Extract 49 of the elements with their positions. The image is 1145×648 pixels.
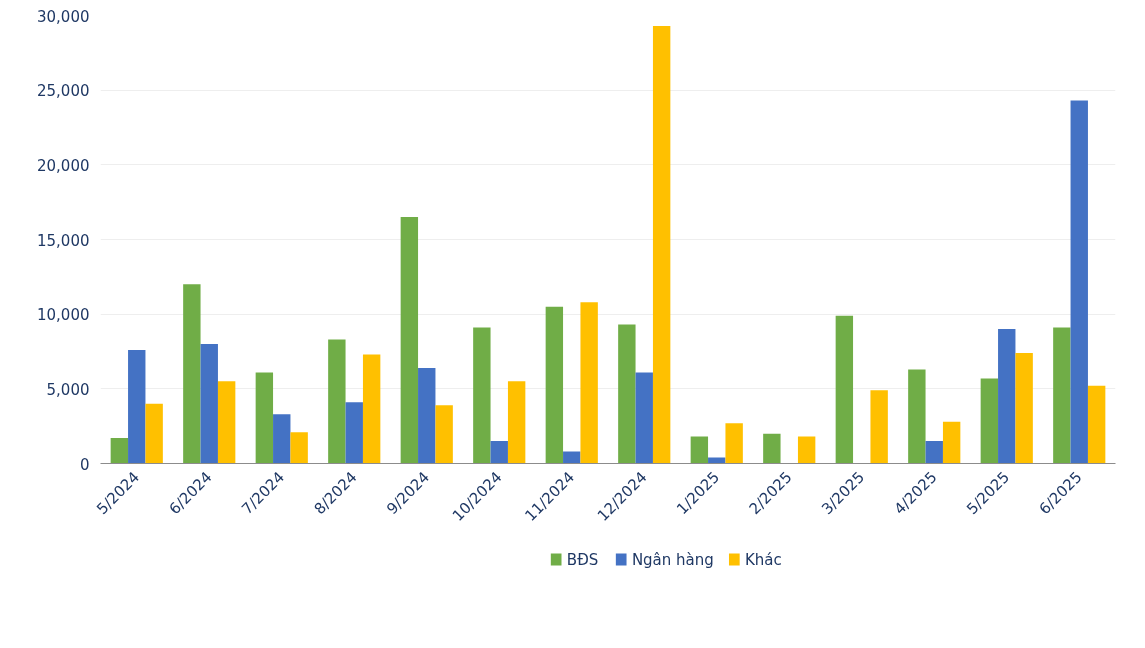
bar xyxy=(1015,352,1033,464)
bar xyxy=(273,414,291,464)
y-tick-label: 30,000 xyxy=(37,7,90,26)
bar xyxy=(635,372,653,464)
bar xyxy=(835,315,854,464)
bar xyxy=(110,438,129,464)
bar xyxy=(400,217,419,464)
bar xyxy=(908,369,926,464)
bar xyxy=(942,421,961,464)
bar xyxy=(345,402,363,464)
bar xyxy=(725,423,743,464)
bar xyxy=(563,451,581,464)
y-tick-label: 0 xyxy=(79,455,90,474)
bar xyxy=(507,381,526,464)
bar xyxy=(1053,327,1071,464)
bar xyxy=(998,329,1016,464)
y-tick-label: 10,000 xyxy=(37,306,90,325)
bar xyxy=(290,432,308,464)
bar xyxy=(183,284,201,464)
bar xyxy=(1087,385,1106,464)
bar xyxy=(328,339,346,464)
bar xyxy=(763,433,781,464)
bar xyxy=(1070,100,1088,464)
y-tick-label: 20,000 xyxy=(37,156,90,175)
y-tick-label: 25,000 xyxy=(37,82,90,101)
bar xyxy=(418,367,436,464)
bar xyxy=(545,306,564,464)
bar xyxy=(145,403,163,464)
bar xyxy=(255,372,274,464)
y-tick-label: 5,000 xyxy=(46,380,90,399)
bar xyxy=(200,344,218,464)
bar xyxy=(870,390,888,464)
bar xyxy=(690,436,709,464)
bar xyxy=(128,350,146,464)
legend-label: Khác xyxy=(745,550,782,569)
bar xyxy=(580,302,598,464)
bar xyxy=(618,324,636,464)
bar xyxy=(490,441,508,464)
y-tick-label: 15,000 xyxy=(37,231,90,250)
bar xyxy=(925,441,943,464)
bar xyxy=(435,405,453,464)
bar xyxy=(980,378,999,464)
legend-label: BĐS xyxy=(566,550,599,569)
bar xyxy=(797,436,816,464)
bar xyxy=(217,381,236,464)
bar xyxy=(473,327,491,464)
legend-label: Ngân hàng xyxy=(631,550,714,569)
bar xyxy=(652,25,671,464)
bar xyxy=(362,354,381,464)
